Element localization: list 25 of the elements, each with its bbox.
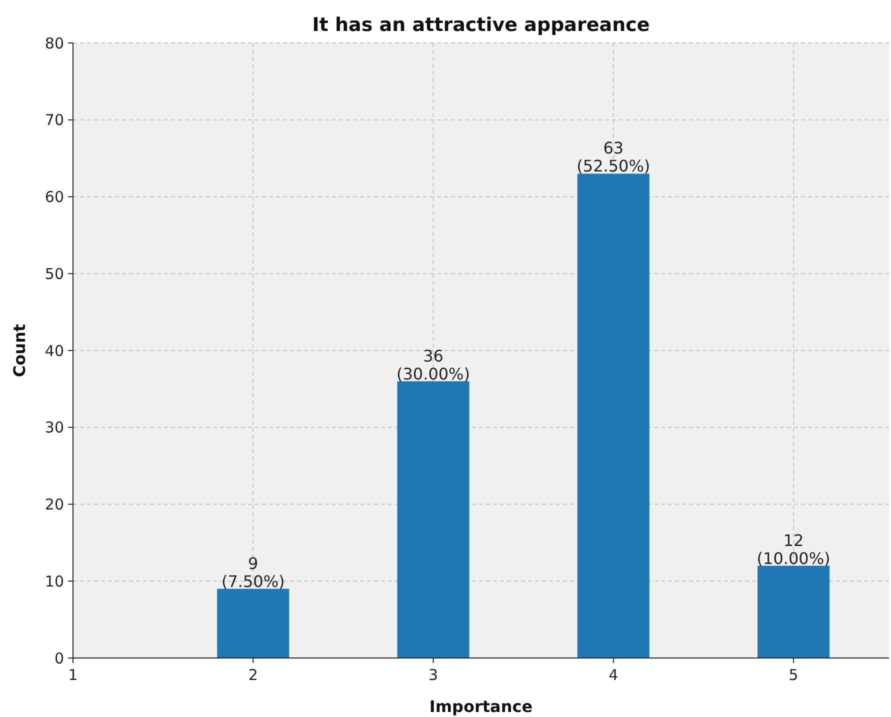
y-tick-label: 50: [44, 264, 64, 283]
x-tick-label: 2: [248, 666, 258, 684]
bar: [397, 381, 470, 658]
x-tick-label: 5: [788, 666, 798, 684]
bar: [758, 566, 830, 658]
bar: [217, 588, 290, 658]
data-label: 9 (7.50%): [221, 554, 285, 591]
y-tick-label: 20: [44, 496, 64, 514]
y-tick-label: 70: [44, 111, 64, 130]
bar: [577, 174, 650, 658]
x-tick-label: 4: [608, 666, 618, 684]
chart-title: It has an attractive appareance: [312, 14, 650, 36]
y-tick-label: 30: [44, 418, 64, 437]
y-axis-title: Count: [10, 324, 29, 378]
x-tick-label: 1: [68, 666, 78, 684]
y-tick-label: 60: [44, 188, 64, 206]
data-label: 36 (30.00%): [396, 346, 470, 384]
y-tick-label: 10: [44, 572, 64, 590]
data-label: 63 (52.50%): [576, 138, 650, 176]
y-tick-label: 80: [44, 34, 64, 52]
y-tick-label: 40: [44, 342, 64, 360]
x-axis-title: Importance: [429, 697, 533, 716]
x-tick-label: 3: [428, 666, 438, 684]
data-label: 12 (10.00%): [756, 530, 830, 568]
y-tick-label: 0: [54, 649, 64, 668]
